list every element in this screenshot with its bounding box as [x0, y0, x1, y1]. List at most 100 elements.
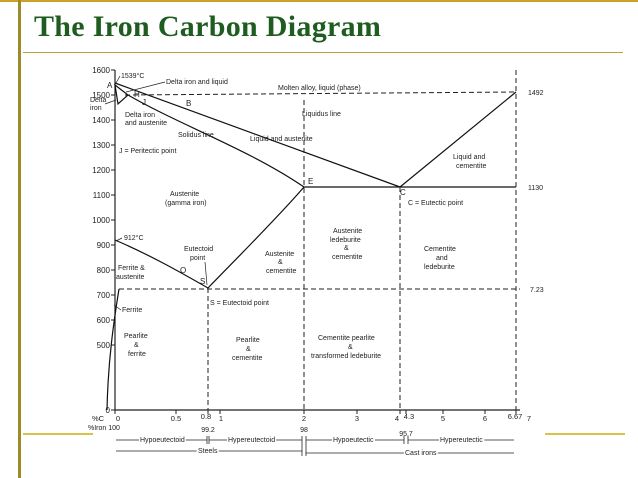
- label-austenite-2: (gamma iron): [165, 200, 207, 207]
- label-cem-led-3: ledeburite: [424, 264, 455, 271]
- label-delta-liquid: Delta iron and liquid: [166, 79, 228, 86]
- y-tick-1600: 1600: [92, 66, 110, 75]
- y-tick-800: 800: [97, 266, 111, 275]
- iron-row: %Iron 100 99.2 98 95.7: [88, 425, 413, 438]
- label-pearl-fer-3: ferrite: [128, 351, 146, 358]
- point-O: O: [180, 266, 186, 275]
- y-tick-900: 900: [97, 241, 111, 250]
- x-tick-0: 0: [116, 414, 120, 423]
- label-cem-pearl-3: transformed ledeburite: [311, 353, 381, 360]
- title-underline: [23, 52, 623, 53]
- label-aus-led-4: cementite: [332, 254, 362, 261]
- y-tick-500: 500: [97, 341, 111, 350]
- peritectic-line: [124, 91, 517, 96]
- x-tick-marks: [114, 410, 517, 414]
- label-liq-aus: Liquid and austenite: [250, 136, 313, 143]
- label-eutectoid-2: point: [190, 255, 205, 262]
- range-hypereutectoid: Hypereutectoid: [228, 437, 275, 444]
- liquidus-right: [399, 91, 517, 188]
- label-ferrite: Ferrite: [122, 307, 142, 314]
- x-tick-0.8: 0.8: [201, 412, 211, 421]
- label-liquidus: Liquidus line: [302, 111, 341, 118]
- footer-line-left: [23, 433, 93, 435]
- x-tick-7: 7: [527, 414, 531, 423]
- label-cem-led-1: Cementite: [424, 246, 456, 253]
- label-liq-cem-1: Liquid and: [453, 154, 485, 161]
- iron-prefix: %Iron 100: [88, 425, 120, 432]
- y-tick-1100: 1100: [93, 191, 111, 200]
- point-E: E: [308, 177, 313, 186]
- y-tick-1300: 1300: [92, 141, 110, 150]
- label-912: 912°C: [124, 234, 144, 242]
- x-tick-0.5: 0.5: [171, 414, 181, 423]
- y-tick-1500: 1500: [92, 91, 110, 100]
- label-cem-led-2: and: [436, 255, 448, 262]
- solidus-line: [127, 94, 305, 188]
- range-steels: Steels: [198, 448, 218, 455]
- y-tick-600: 600: [97, 316, 111, 325]
- range-hypoeutectic: Hypoeutectic: [333, 437, 374, 444]
- label-delta-iron-2: iron: [90, 105, 102, 112]
- x-tick-1: 1: [219, 414, 223, 423]
- label-delta-aus-1: Delta iron: [125, 112, 155, 119]
- range-labels: Hypoeutectoid Hypereutectoid Hypoeutecti…: [139, 436, 485, 459]
- label-pearl-fer-2: &: [134, 342, 139, 349]
- leader-lines: [104, 75, 208, 311]
- x-tick-4: 4: [395, 414, 399, 423]
- y-tick-1400: 1400: [92, 116, 110, 125]
- a3-line: [114, 239, 209, 289]
- label-aus-cem-3: cementite: [266, 268, 296, 275]
- point-labels: A H J B E C O S: [107, 81, 406, 286]
- point-H: H: [134, 90, 140, 99]
- slide-title: The Iron Carbon Diagram: [34, 10, 382, 43]
- label-aus-led-3: &: [344, 245, 349, 252]
- point-C: C: [400, 188, 406, 197]
- x-tick-6: 6: [483, 414, 487, 423]
- label-cem-pearl-2: &: [348, 344, 353, 351]
- label-aus-cem-2: &: [278, 259, 283, 266]
- iron-99.2: 99.2: [201, 427, 215, 434]
- liquidus-left: [114, 82, 401, 188]
- region-labels: 1539°C Delta iron and liquid Molten allo…: [90, 72, 544, 362]
- x-tick-3: 3: [355, 414, 359, 423]
- range-hypoeutectoid: Hypoeutectoid: [140, 437, 185, 444]
- y-tick-1200: 1200: [92, 166, 110, 175]
- x-tick-labels: %C 0 0.5 0.8 1 2 3 4 4.3 5 6 6.67 7: [92, 412, 531, 423]
- label-eutectoid-pt: S = Eutectoid point: [210, 300, 269, 307]
- label-1539: 1539°C: [121, 72, 144, 80]
- label-pearl-cem-3: cementite: [232, 355, 262, 362]
- footer-line-right: [545, 433, 625, 435]
- label-pearl-fer-1: Pearlite: [124, 333, 148, 340]
- label-delta-aus-2: and austenite: [125, 120, 167, 127]
- label-aus-led-1: Austenite: [333, 228, 362, 235]
- label-pearl-cem-1: Pearlite: [236, 337, 260, 344]
- label-fer-aus-1: Ferrite &: [118, 265, 145, 272]
- delta-region: [114, 83, 129, 106]
- label-aus-led-2: ledeburite: [330, 237, 361, 244]
- label-eutectoid-1: Eutectoid: [184, 246, 213, 253]
- acm-line: [207, 186, 305, 289]
- left-accent-rule: [18, 0, 21, 478]
- ferrite-boundary: [106, 288, 120, 411]
- y-tick-700: 700: [97, 291, 111, 300]
- dashed-lines: [119, 70, 520, 410]
- x-tick-6.67: 6.67: [508, 412, 523, 421]
- range-cast-irons: Cast irons: [405, 450, 437, 457]
- range-hypereutectic: Hypereutectic: [440, 437, 483, 444]
- y-tick-labels: 1600 1500 1400 1300 1200 1100 1000 900 8…: [92, 66, 110, 415]
- label-aus-cem-1: Austenite: [265, 251, 294, 258]
- label-peritectic: J = Peritectic point: [119, 148, 176, 155]
- label-1492: 1492: [528, 90, 544, 97]
- label-solidus: Solidus line: [178, 132, 214, 139]
- x-tick-2: 2: [302, 414, 306, 423]
- label-pearl-cem-2: &: [246, 346, 251, 353]
- x-prefix: %C: [92, 414, 105, 423]
- point-J: J: [142, 98, 146, 107]
- label-delta-iron-1: Delta: [90, 97, 106, 104]
- label-eutectic: C = Eutectic point: [408, 200, 463, 207]
- y-tick-1000: 1000: [92, 216, 110, 225]
- point-A: A: [107, 81, 113, 90]
- label-cem-pearl-1: Cementite pearlite: [318, 335, 375, 342]
- x-tick-4.3: 4.3: [404, 412, 414, 421]
